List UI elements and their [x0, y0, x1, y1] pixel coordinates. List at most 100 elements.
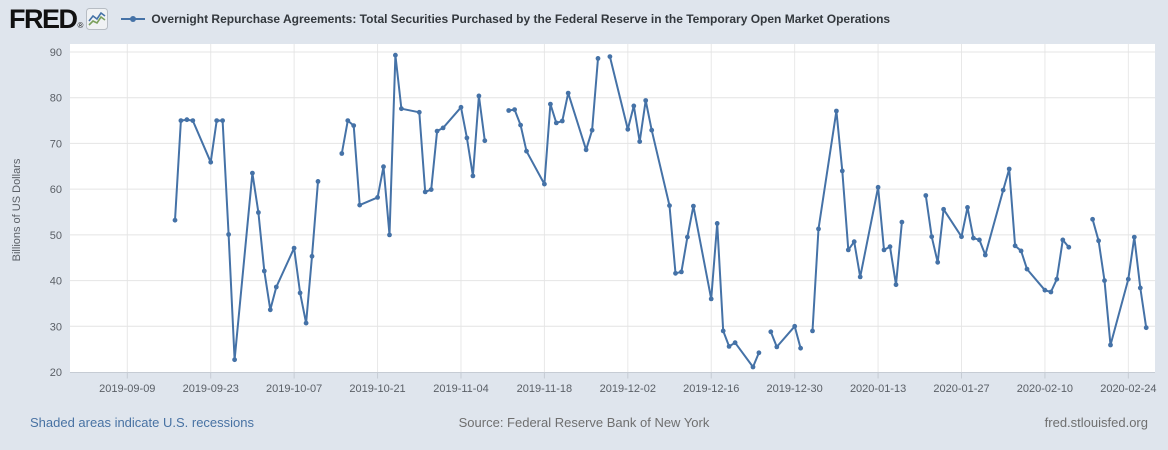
- data-point[interactable]: [1096, 238, 1101, 244]
- data-point[interactable]: [524, 148, 529, 154]
- data-point[interactable]: [583, 147, 589, 153]
- data-point[interactable]: [220, 118, 226, 123]
- data-point[interactable]: [261, 268, 267, 274]
- data-point[interactable]: [649, 127, 655, 133]
- data-point[interactable]: [1066, 244, 1072, 250]
- data-point[interactable]: [965, 205, 970, 210]
- data-point[interactable]: [857, 274, 863, 280]
- data-point[interactable]: [1137, 285, 1143, 291]
- data-point[interactable]: [178, 118, 184, 123]
- data-point[interactable]: [393, 52, 398, 58]
- data-point[interactable]: [839, 168, 845, 174]
- data-point[interactable]: [637, 139, 643, 145]
- data-series-line-segment[interactable]: [769, 325, 802, 350]
- data-point[interactable]: [595, 56, 601, 61]
- data-point[interactable]: [1108, 342, 1113, 348]
- chart-legend-item[interactable]: Overnight Repurchase Agreements: Total S…: [120, 12, 890, 26]
- data-point[interactable]: [732, 340, 738, 346]
- data-point[interactable]: [470, 173, 476, 179]
- data-point[interactable]: [1024, 266, 1030, 272]
- data-point[interactable]: [1042, 287, 1048, 293]
- data-series-line-segment[interactable]: [1091, 218, 1148, 346]
- data-point[interactable]: [559, 118, 565, 124]
- data-point[interactable]: [691, 203, 696, 209]
- data-point[interactable]: [208, 159, 214, 165]
- data-series-line-segment[interactable]: [507, 57, 599, 186]
- data-point[interactable]: [971, 235, 976, 241]
- data-point[interactable]: [982, 252, 988, 258]
- recessions-note-link[interactable]: Shaded areas indicate U.S. recessions: [30, 415, 255, 430]
- data-point[interactable]: [303, 320, 309, 326]
- data-point[interactable]: [631, 103, 637, 109]
- data-point[interactable]: [935, 259, 941, 265]
- data-point[interactable]: [309, 253, 315, 259]
- data-point[interactable]: [422, 189, 428, 195]
- data-point[interactable]: [1018, 248, 1024, 254]
- data-point[interactable]: [726, 344, 732, 349]
- data-point[interactable]: [1060, 237, 1066, 243]
- data-point[interactable]: [679, 269, 684, 275]
- data-point[interactable]: [1125, 276, 1131, 282]
- data-point[interactable]: [1048, 289, 1054, 295]
- data-point[interactable]: [714, 221, 720, 226]
- data-point[interactable]: [548, 101, 553, 107]
- data-point[interactable]: [750, 364, 756, 370]
- data-point[interactable]: [1006, 166, 1012, 172]
- data-point[interactable]: [792, 323, 798, 329]
- data-point[interactable]: [923, 193, 929, 198]
- data-point[interactable]: [357, 202, 363, 208]
- data-point[interactable]: [440, 125, 446, 131]
- data-point[interactable]: [720, 328, 726, 334]
- data-point[interactable]: [625, 126, 631, 132]
- data-point[interactable]: [673, 270, 678, 276]
- data-point[interactable]: [232, 357, 238, 363]
- data-point[interactable]: [1000, 187, 1006, 193]
- data-point[interactable]: [250, 170, 255, 176]
- data-point[interactable]: [172, 217, 178, 223]
- data-point[interactable]: [214, 118, 220, 123]
- data-point[interactable]: [399, 106, 404, 112]
- data-point[interactable]: [226, 232, 232, 237]
- data-point[interactable]: [1131, 234, 1137, 240]
- data-point[interactable]: [667, 203, 672, 209]
- data-point[interactable]: [959, 234, 964, 240]
- data-point[interactable]: [834, 108, 839, 114]
- data-point[interactable]: [291, 245, 297, 251]
- data-point[interactable]: [506, 108, 512, 113]
- data-point[interactable]: [774, 344, 780, 350]
- data-point[interactable]: [482, 138, 488, 144]
- data-point[interactable]: [512, 107, 517, 112]
- data-point[interactable]: [607, 54, 613, 59]
- data-point[interactable]: [977, 237, 982, 243]
- data-point[interactable]: [416, 109, 422, 115]
- data-point[interactable]: [643, 98, 649, 103]
- data-point[interactable]: [845, 247, 851, 253]
- data-point[interactable]: [1102, 278, 1107, 283]
- data-point[interactable]: [565, 90, 571, 96]
- data-point[interactable]: [428, 187, 434, 193]
- data-point[interactable]: [434, 128, 440, 134]
- data-point[interactable]: [351, 123, 357, 128]
- fred-logo[interactable]: FRED ®: [9, 6, 109, 33]
- data-point[interactable]: [881, 247, 887, 253]
- data-point[interactable]: [816, 226, 821, 232]
- data-point[interactable]: [1012, 243, 1018, 249]
- data-point[interactable]: [851, 239, 857, 245]
- data-point[interactable]: [685, 234, 690, 240]
- data-point[interactable]: [893, 282, 899, 288]
- data-point[interactable]: [190, 118, 196, 123]
- data-point[interactable]: [458, 104, 464, 110]
- data-point[interactable]: [375, 195, 380, 200]
- data-point[interactable]: [184, 117, 190, 123]
- data-point[interactable]: [1054, 276, 1060, 282]
- data-point[interactable]: [381, 164, 386, 170]
- data-point[interactable]: [756, 350, 762, 356]
- data-point[interactable]: [929, 234, 935, 240]
- data-point[interactable]: [887, 244, 893, 250]
- data-point[interactable]: [464, 135, 470, 141]
- data-point[interactable]: [941, 206, 946, 212]
- data-point[interactable]: [768, 329, 774, 335]
- data-point[interactable]: [1090, 216, 1095, 222]
- data-point[interactable]: [273, 284, 279, 290]
